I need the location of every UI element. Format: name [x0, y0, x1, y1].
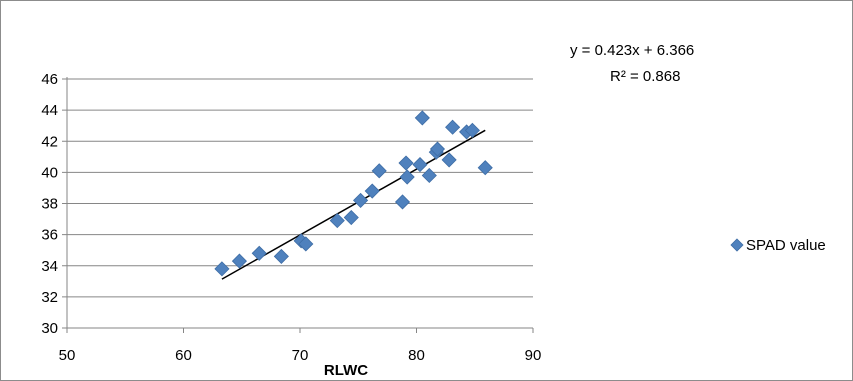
legend-label: SPAD value	[746, 237, 826, 254]
legend-marker-diamond-icon	[730, 238, 744, 252]
data-point	[399, 169, 415, 185]
data-point	[251, 245, 267, 261]
y-tick-label: 42	[41, 133, 58, 150]
x-axis-title: RLWC	[324, 362, 368, 379]
y-tick-label: 30	[41, 320, 58, 337]
trendline-group	[221, 129, 486, 280]
data-point	[298, 236, 314, 252]
y-tick-label: 36	[41, 227, 58, 244]
data-points	[214, 110, 493, 277]
y-tick-label: 44	[41, 102, 58, 119]
linear-trendline	[221, 129, 486, 280]
data-point	[398, 155, 414, 171]
data-point	[477, 160, 493, 176]
y-tick-label: 32	[41, 289, 58, 306]
x-tick-label: 90	[525, 347, 542, 364]
data-point	[412, 157, 428, 173]
data-point	[364, 183, 380, 199]
x-tick-label: 80	[408, 347, 425, 364]
data-point	[464, 122, 480, 138]
x-tick-label: 50	[59, 347, 76, 364]
data-point	[353, 192, 369, 208]
data-point	[429, 141, 446, 157]
data-point	[445, 119, 461, 135]
y-tick-label: 46	[41, 71, 58, 88]
legend: SPAD value	[730, 237, 826, 254]
axes	[62, 77, 534, 333]
trendline-r-squared: R² = 0.868	[610, 68, 680, 85]
data-point	[214, 261, 230, 277]
data-point	[371, 163, 387, 179]
y-tick-label: 38	[41, 196, 58, 213]
data-point	[273, 248, 289, 264]
y-tick-label: 34	[41, 258, 58, 275]
data-point	[394, 194, 411, 210]
data-point	[231, 253, 247, 269]
x-tick-label: 70	[292, 347, 309, 364]
trendline-equation: y = 0.423x + 6.366	[570, 42, 694, 59]
data-point	[329, 213, 345, 229]
data-point	[441, 152, 457, 168]
x-tick-label: 60	[175, 347, 192, 364]
data-point	[343, 209, 359, 226]
data-point	[421, 167, 437, 184]
y-tick-label: 40	[41, 164, 58, 181]
data-point	[414, 110, 430, 126]
tick-labels: 30 32 34 36 38 40 42 44 46 50 60 70 80 90	[41, 71, 541, 364]
